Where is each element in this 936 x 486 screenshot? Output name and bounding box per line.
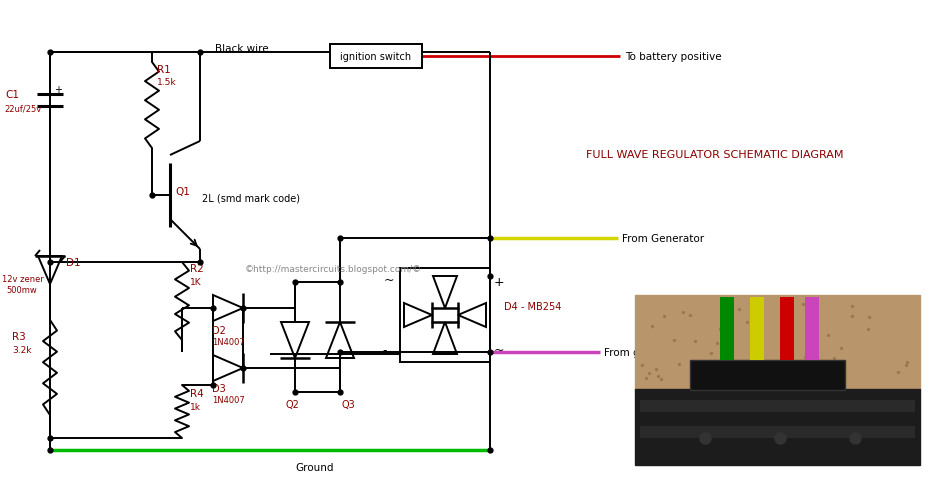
Text: R2: R2: [190, 264, 204, 274]
Text: Q2: Q2: [285, 400, 299, 410]
Text: D2: D2: [212, 326, 226, 336]
Text: 12v zener: 12v zener: [2, 275, 44, 284]
Bar: [635, 295, 920, 388]
Text: 3.2k: 3.2k: [12, 346, 32, 355]
Bar: [805, 297, 819, 360]
Text: 1.5k: 1.5k: [157, 78, 177, 87]
Text: Q3: Q3: [342, 400, 356, 410]
Text: FULL WAVE REGULATOR SCHEMATIC DIAGRAM: FULL WAVE REGULATOR SCHEMATIC DIAGRAM: [586, 150, 843, 160]
Bar: [750, 297, 764, 360]
Bar: [330, 44, 422, 68]
Text: D3: D3: [212, 384, 226, 394]
Text: Ground: Ground: [295, 463, 333, 473]
Text: Black wire: Black wire: [215, 44, 269, 54]
Text: R4: R4: [190, 389, 204, 399]
Bar: [640, 400, 915, 413]
Text: R3: R3: [12, 332, 26, 342]
Text: ~: ~: [494, 344, 505, 357]
Bar: [640, 426, 915, 438]
Text: D1: D1: [66, 258, 80, 268]
Text: ©http://mastercircuits.blogspot.com/©: ©http://mastercircuits.blogspot.com/©: [245, 265, 422, 274]
Text: 2L (smd mark code): 2L (smd mark code): [202, 193, 300, 203]
Text: 22uf/25v: 22uf/25v: [4, 104, 41, 113]
Text: ignition switch: ignition switch: [341, 52, 412, 62]
Text: 1k: 1k: [190, 403, 201, 412]
Text: 1N4007: 1N4007: [212, 396, 244, 405]
Bar: [690, 360, 845, 390]
Bar: [780, 297, 794, 360]
Bar: [400, 268, 490, 362]
Text: R1: R1: [157, 65, 170, 75]
Text: C1: C1: [5, 90, 19, 100]
Bar: [720, 297, 734, 360]
Bar: [635, 388, 920, 465]
Text: 500mw: 500mw: [6, 286, 37, 295]
Text: Q1: Q1: [175, 187, 190, 197]
Text: From Generator: From Generator: [622, 234, 704, 244]
Text: To battery positive: To battery positive: [625, 52, 722, 62]
Text: ~: ~: [384, 274, 394, 287]
Text: From generator: From generator: [604, 348, 684, 358]
Text: +: +: [54, 85, 62, 95]
Text: 1K: 1K: [190, 278, 201, 287]
Text: +: +: [494, 276, 505, 289]
Text: 1N4007: 1N4007: [212, 338, 244, 347]
Text: D4 - MB254: D4 - MB254: [504, 302, 562, 312]
Text: -: -: [382, 344, 387, 357]
